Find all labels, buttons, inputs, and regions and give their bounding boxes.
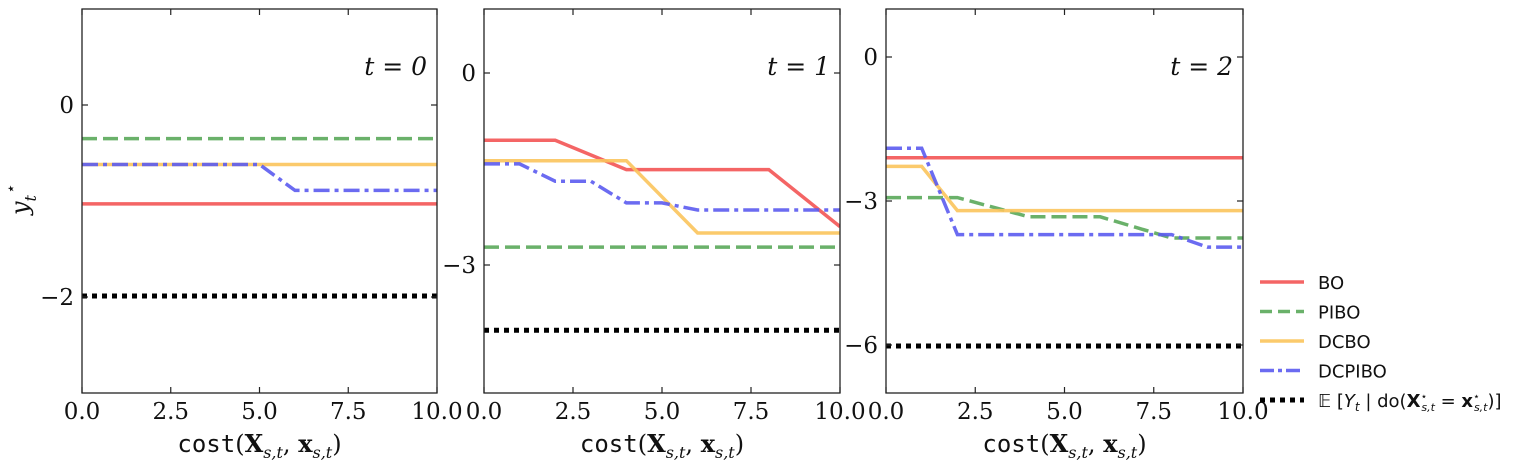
- x-tick-label: 2.5: [152, 399, 189, 425]
- legend-entry-dcbo: DCBO: [1260, 332, 1371, 353]
- y-tick-label: 0: [863, 45, 878, 71]
- chart-panel-2: 0.0 2.5 5.0 7.5 10.0 0 −3 −6 t = 2 cost(Xs,t, xs,…: [844, 8, 1269, 462]
- chart-panels: 0.0 2.5 5.0 7.5 10.0 0 −2 t = 0 cost(Xs,t, xs,t)…: [40, 8, 1269, 462]
- y-tick-label: 0: [461, 61, 476, 87]
- y-tick-label: −2: [40, 285, 74, 311]
- x-tick-label: 5.0: [644, 399, 681, 425]
- y-tick-label: −6: [844, 333, 878, 359]
- x-tick-label: 0.0: [868, 399, 905, 425]
- x-axis-label: cost(Xs,t, xs,t): [580, 429, 744, 462]
- legend-label: DCBO: [1318, 332, 1371, 353]
- x-tick-label: 2.5: [957, 399, 994, 425]
- y-tick-label: −3: [844, 189, 878, 215]
- chart-legend: BO PIBO DCBO DCPIBO 𝔼 [Yt | do(X⋆ s,t = x⋆ s,t…: [1260, 273, 1502, 414]
- x-tick-label: 2.5: [555, 399, 592, 425]
- legend-label: 𝔼 [Yt | do(X⋆ s,t = x⋆ s,t)]: [1318, 390, 1502, 414]
- legend-label: PIBO: [1318, 303, 1360, 324]
- series-group: [484, 138, 840, 333]
- series-line-dcbo: [484, 158, 840, 235]
- x-tick-label: 7.5: [1135, 399, 1172, 425]
- legend-entry-pibo: PIBO: [1260, 303, 1360, 324]
- x-tick-label: 10.0: [411, 399, 462, 425]
- y-tick-label: −3: [442, 253, 476, 279]
- x-axis-label: cost(Xs,t, xs,t): [177, 429, 341, 462]
- x-tick-label: 10.0: [1217, 399, 1268, 425]
- panel-time-label: t = 0: [364, 52, 427, 81]
- series-line-dcbo: [886, 164, 1243, 213]
- panel-time-label: t = 2: [1170, 52, 1233, 81]
- svg-text:yt⋆: yt⋆: [1, 185, 40, 216]
- x-axis-label: cost(Xs,t, xs,t): [982, 429, 1146, 462]
- chart-panel-1: 0.0 2.5 5.0 7.5 10.0 0 −3 t = 1 cost(Xs,t, xs,t): [442, 8, 866, 462]
- x-tick-label: 5.0: [1046, 399, 1083, 425]
- x-tick-label: 0.0: [64, 399, 101, 425]
- y-tick-label: 0: [59, 93, 74, 119]
- x-tick-label: 7.5: [330, 399, 367, 425]
- x-tick-label: 10.0: [814, 399, 865, 425]
- x-tick-label: 0.0: [466, 399, 503, 425]
- legend-entry-exp: 𝔼 [Yt | do(X⋆ s,t = x⋆ s,t)]: [1260, 390, 1502, 414]
- series-line-dcpibo: [484, 162, 840, 212]
- chart-panel-0: 0.0 2.5 5.0 7.5 10.0 0 −2 t = 0 cost(Xs,t, xs,t): [40, 8, 463, 462]
- legend-entry-dcpibo: DCPIBO: [1260, 362, 1387, 383]
- series-line-pibo: [886, 195, 1243, 240]
- x-tick-label: 5.0: [241, 399, 278, 425]
- series-line-dcpibo: [82, 162, 437, 193]
- panel-time-label: t = 1: [767, 52, 830, 81]
- legend-label: DCPIBO: [1318, 362, 1387, 383]
- legend-label: BO: [1318, 273, 1344, 294]
- series-group: [82, 136, 437, 299]
- x-tick-label: 7.5: [733, 399, 770, 425]
- legend-entry-bo: BO: [1260, 273, 1344, 294]
- y-axis-label: yt⋆: [1, 185, 40, 216]
- series-line-bo: [484, 138, 840, 228]
- series-group: [886, 146, 1243, 349]
